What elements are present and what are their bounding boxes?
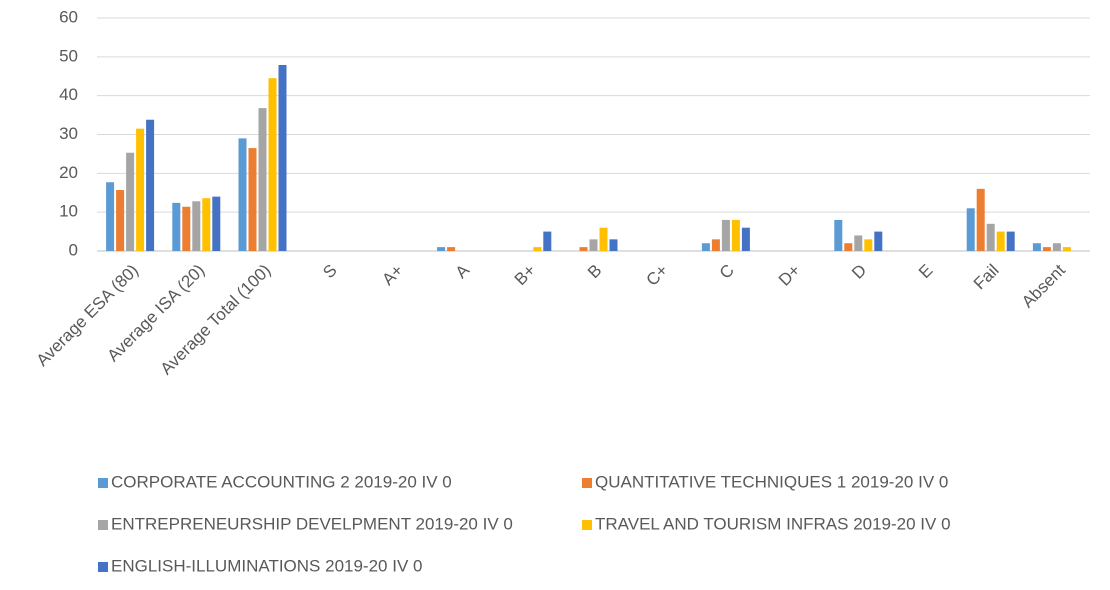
x-tick-label: B+ (511, 261, 540, 290)
legend-swatch (98, 520, 108, 530)
bar (609, 239, 618, 251)
bar (248, 148, 257, 251)
y-tick-label: 40 (59, 85, 78, 104)
legend-label: ENTREPRENEURSHIP DEVELPMENT 2019-20 IV 0 (111, 514, 513, 533)
x-tick-label: S (319, 261, 340, 282)
x-tick-label: C (716, 261, 738, 283)
y-tick-label: 10 (59, 202, 78, 221)
bar (543, 231, 552, 251)
bar (579, 247, 588, 251)
bar (238, 138, 247, 251)
bar (701, 243, 710, 251)
bar (986, 223, 995, 251)
x-tick-label: C+ (643, 261, 672, 290)
x-tick-label: A (452, 260, 474, 282)
bar (1042, 247, 1051, 251)
x-tick-label: D (848, 261, 870, 283)
bar (106, 182, 115, 251)
x-tick-label: B (584, 261, 605, 282)
x-tick-label: Average Total (100) (157, 261, 275, 379)
bar (854, 235, 863, 251)
bar (258, 108, 267, 252)
y-tick-label: 30 (59, 124, 78, 143)
bar (1052, 243, 1061, 251)
x-tick-label: Fail (970, 261, 1003, 294)
bar (192, 201, 201, 251)
y-tick-label: 20 (59, 163, 78, 182)
bar (589, 239, 598, 251)
bar (996, 231, 1005, 251)
bar (1032, 243, 1041, 251)
x-tick-label: E (915, 261, 936, 282)
bar (146, 119, 155, 251)
bar (202, 198, 211, 251)
y-tick-label: 60 (59, 7, 78, 26)
y-tick-label: 0 (69, 240, 78, 259)
bar (1062, 247, 1071, 251)
bar (136, 128, 145, 251)
legend-swatch (582, 478, 592, 488)
legend-label: QUANTITATIVE TECHNIQUES 1 2019-20 IV 0 (595, 472, 948, 491)
legend-label: TRAVEL AND TOURISM INFRAS 2019-20 IV 0 (595, 514, 951, 533)
bar (533, 247, 542, 251)
bar (172, 202, 181, 251)
bar (874, 231, 883, 251)
bar (711, 239, 720, 251)
bar (731, 219, 740, 251)
bar (834, 219, 843, 251)
bar (126, 152, 135, 251)
legend-swatch (582, 520, 592, 530)
bar (721, 219, 730, 251)
bar (599, 227, 608, 251)
x-tick-label: D+ (775, 261, 804, 290)
bar (278, 64, 287, 251)
bar (447, 247, 456, 251)
legend-label: ENGLISH-ILLUMINATIONS 2019-20 IV 0 (111, 556, 422, 575)
bar (976, 188, 985, 251)
x-tick-label: A+ (378, 261, 407, 290)
bar (116, 190, 125, 251)
bar (844, 243, 853, 251)
bar (268, 78, 277, 251)
legend-label: CORPORATE ACCOUNTING 2 2019-20 IV 0 (111, 472, 452, 491)
bar (182, 206, 191, 251)
y-tick-label: 50 (59, 46, 78, 65)
bar (864, 239, 873, 251)
legend-swatch (98, 562, 108, 572)
legend-swatch (98, 478, 108, 488)
bar (966, 208, 975, 251)
bar (437, 247, 446, 251)
bar (212, 196, 221, 251)
bar (741, 227, 750, 251)
x-tick-label: Absent (1018, 260, 1069, 311)
bar (1006, 231, 1015, 251)
